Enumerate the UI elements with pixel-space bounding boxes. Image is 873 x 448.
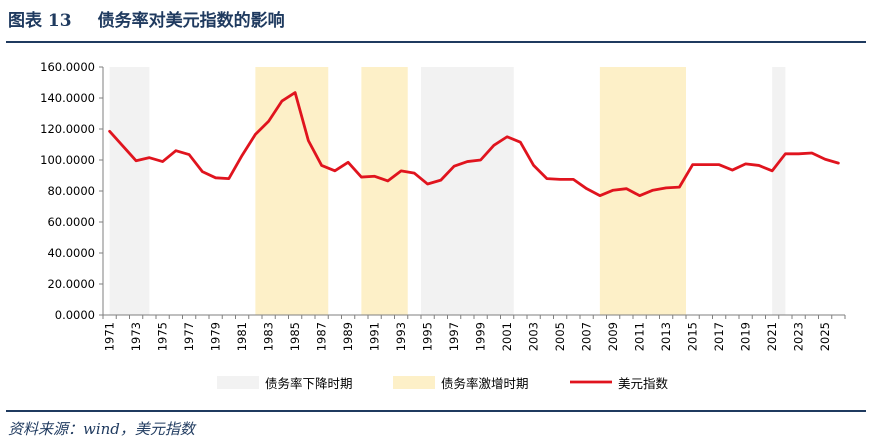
legend-swatch-decline xyxy=(217,376,259,389)
footer-divider xyxy=(6,410,866,412)
band-decline-3 xyxy=(421,67,514,315)
x-tick-label: 1983 xyxy=(262,322,276,351)
y-tick-label: 0.0000 xyxy=(55,308,95,322)
y-tick-label: 40.0000 xyxy=(47,246,95,260)
legend-swatch-surge xyxy=(393,376,435,389)
series-line-usd-index xyxy=(108,91,840,198)
figure-title: 图表 13 债务率对美元指数的影响 xyxy=(8,6,285,31)
y-tick-label: 140.0000 xyxy=(40,91,95,105)
x-tick-label: 2009 xyxy=(606,322,620,351)
title-divider xyxy=(6,41,866,43)
x-tick-label: 1999 xyxy=(474,322,488,351)
x-tick-label: 2005 xyxy=(553,322,567,351)
x-tick-layer: 1971 1973 1975 1977 1979 1981 1983 1985 1987 1989… xyxy=(102,315,846,351)
x-tick-label: 2019 xyxy=(739,322,753,351)
x-tick-label: 1987 xyxy=(315,322,329,351)
y-tick-layer: 0.0000 20.0000 40.0000 60.0000 80.0000 100.00… xyxy=(40,60,103,322)
x-tick-label: 1985 xyxy=(288,322,302,351)
x-tick-label: 1997 xyxy=(447,322,461,351)
band-decline-0 xyxy=(109,67,150,315)
x-tick-label: 1977 xyxy=(182,322,196,351)
figure-title-text: 债务率对美元指数的影响 xyxy=(97,11,285,31)
legend-label-line: 美元指数 xyxy=(618,376,669,391)
x-tick-label: 2001 xyxy=(500,322,514,351)
y-tick-label: 80.0000 xyxy=(47,184,95,198)
band-decline-5 xyxy=(772,67,786,315)
legend-label-decline: 债务率下降时期 xyxy=(265,376,353,391)
chart-area: 0.0000 20.0000 40.0000 60.0000 80.0000 100.00… xyxy=(40,60,846,391)
x-tick-label: 1993 xyxy=(394,322,408,351)
x-tick-label: 2023 xyxy=(792,322,806,351)
x-tick-label: 2003 xyxy=(527,322,541,351)
y-tick-label: 160.0000 xyxy=(40,60,95,74)
y-tick-label: 120.0000 xyxy=(40,122,95,136)
x-tick-label: 2007 xyxy=(580,322,594,351)
x-tick-label: 1979 xyxy=(209,322,223,351)
x-tick-label: 2011 xyxy=(633,322,647,351)
x-tick-label: 2013 xyxy=(659,322,673,351)
y-tick-label: 20.0000 xyxy=(47,277,95,291)
x-tick-label: 2025 xyxy=(818,322,832,351)
x-tick-label: 2021 xyxy=(765,322,779,351)
y-tick-label: 100.0000 xyxy=(40,153,95,167)
source-note: 资料来源：wind，美元指数 xyxy=(8,420,195,438)
x-tick-label: 1995 xyxy=(421,322,435,351)
x-tick-label: 1991 xyxy=(368,322,382,351)
legend-label-surge: 债务率激增时期 xyxy=(441,376,529,391)
x-tick-label: 2015 xyxy=(686,322,700,351)
y-tick-label: 60.0000 xyxy=(47,215,95,229)
line-layer xyxy=(108,91,840,198)
x-tick-label: 1981 xyxy=(235,322,249,351)
bands-layer xyxy=(109,67,786,315)
x-tick-label: 1973 xyxy=(129,322,143,351)
x-tick-label: 2017 xyxy=(712,322,726,351)
x-tick-label: 1989 xyxy=(341,322,355,351)
band-surge-2 xyxy=(361,67,408,315)
band-surge-1 xyxy=(255,67,329,315)
x-tick-label: 1971 xyxy=(103,322,117,351)
figure-label: 图表 13 xyxy=(8,11,72,31)
legend: 债务率下降时期 债务率激增时期 美元指数 xyxy=(217,376,669,391)
x-tick-label: 1975 xyxy=(156,322,170,351)
